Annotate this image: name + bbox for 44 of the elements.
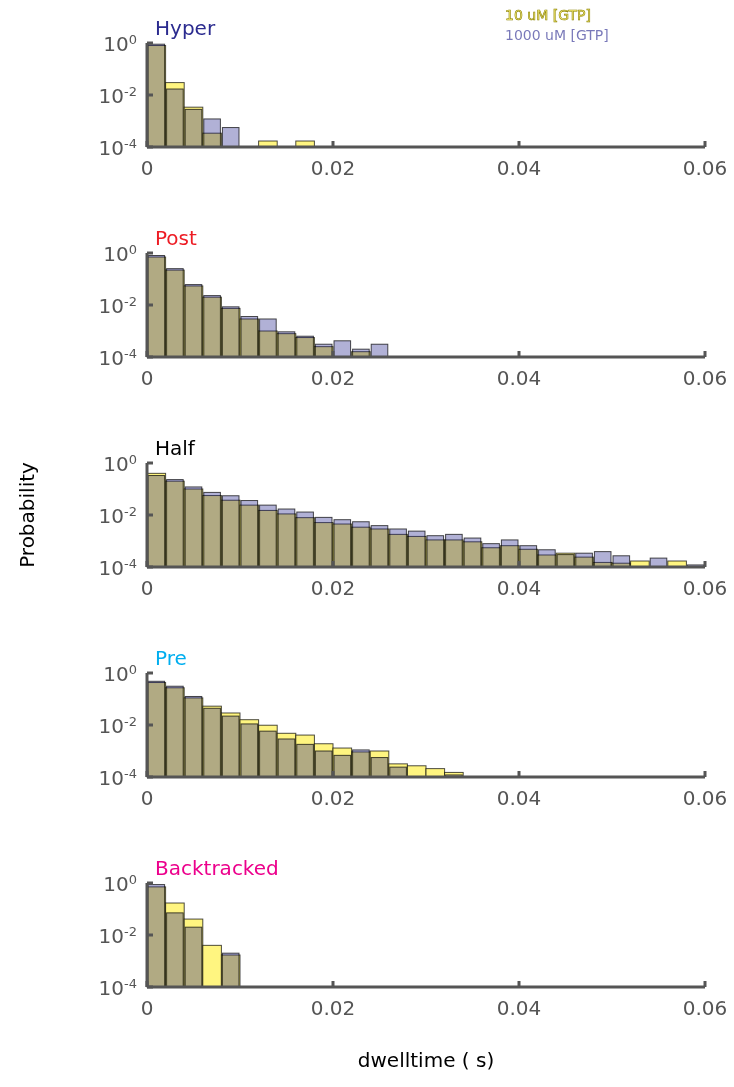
x-tick-label: 0.06 xyxy=(682,156,728,180)
chart-title: Half xyxy=(155,436,196,460)
y-tick-label: 10$^{-4}$ xyxy=(98,345,137,370)
y-tick-label: 10$^{0}$ xyxy=(103,451,137,476)
chart-title: Pre xyxy=(155,646,187,670)
x-tick-label: 0.02 xyxy=(310,156,356,180)
chart-title: Backtracked xyxy=(155,856,279,880)
y-tick-label: 10$^{-2}$ xyxy=(98,83,137,108)
y-tick-label: 10$^{-2}$ xyxy=(98,293,137,318)
x-tick-label: 0.06 xyxy=(682,576,728,600)
x-tick-label: 0.02 xyxy=(310,996,356,1020)
y-axis-title: Probability xyxy=(15,461,39,568)
y-tick-label: 10$^{0}$ xyxy=(103,661,137,686)
x-tick-label: 0.06 xyxy=(682,366,728,390)
chart-title: Post xyxy=(155,226,197,250)
x-tick-label: 0.06 xyxy=(682,786,728,810)
y-tick-label: 10$^{-2}$ xyxy=(98,923,137,948)
x-tick-label: 0 xyxy=(140,786,154,810)
y-tick-label: 10$^{-4}$ xyxy=(98,765,137,790)
y-tick-label: 10$^{-4}$ xyxy=(98,135,137,160)
y-tick-label: 10$^{-2}$ xyxy=(98,713,137,738)
text: 1000 uM [GTP] xyxy=(505,27,609,43)
x-tick-label: 0 xyxy=(140,996,154,1020)
x-tick-label: 0.04 xyxy=(496,576,542,600)
y-tick-label: 10$^{-4}$ xyxy=(98,555,137,580)
y-tick-label: 10$^{-4}$ xyxy=(98,975,137,1000)
y-tick-label: 10$^{0}$ xyxy=(103,241,137,266)
x-tick-label: 0.04 xyxy=(496,786,542,810)
chart-title: Hyper xyxy=(155,16,216,40)
x-tick-label: 0.04 xyxy=(496,156,542,180)
y-tick-label: 10$^{0}$ xyxy=(103,31,137,56)
x-tick-label: 0.04 xyxy=(496,996,542,1020)
y-tick-label: 10$^{0}$ xyxy=(103,871,137,896)
y-tick-label: 10$^{-2}$ xyxy=(98,503,137,528)
x-tick-label: 0 xyxy=(140,366,154,390)
x-tick-label: 0 xyxy=(140,156,154,180)
x-tick-label: 0.02 xyxy=(310,366,356,390)
x-axis-title: dwelltime ( s) xyxy=(357,1048,495,1072)
text: 10 uM [GTP] xyxy=(505,7,591,23)
x-tick-label: 0.02 xyxy=(310,576,356,600)
x-tick-label: 0.04 xyxy=(496,366,542,390)
x-tick-label: 0.06 xyxy=(682,996,728,1020)
x-tick-label: 0 xyxy=(140,576,154,600)
x-tick-label: 0.02 xyxy=(310,786,356,810)
